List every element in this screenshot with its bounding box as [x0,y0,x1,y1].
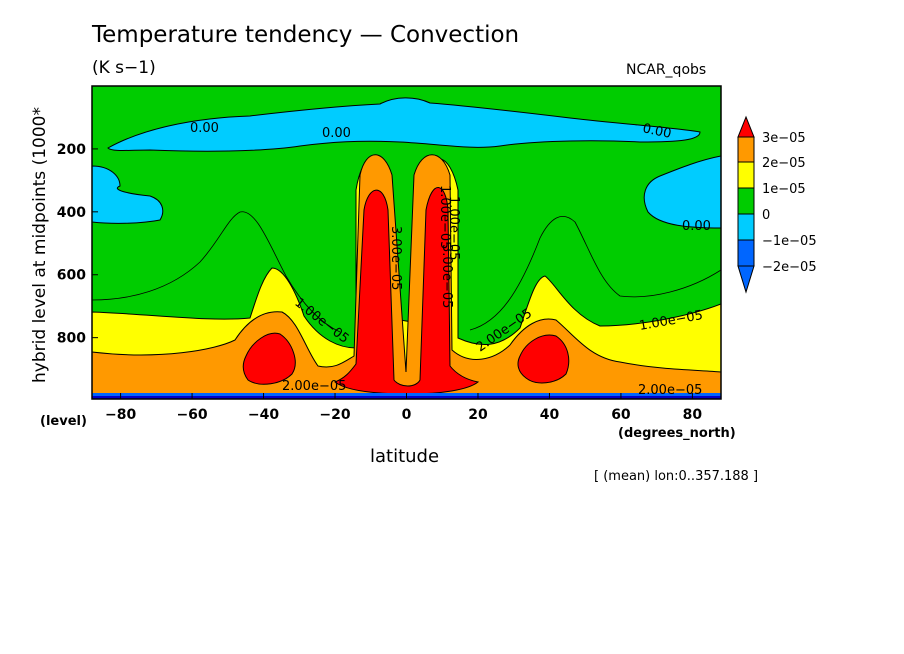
y-tick-label: 600 [57,268,86,284]
colorbar-label: 0 [762,208,770,223]
fill-max-cell-north [517,334,570,384]
x-tick-label: 80 [683,407,703,423]
colorbar: 3e−05 2e−05 1e−05 0 −1e−05 −2e−05 [737,115,817,294]
contour-label: 0.00 [322,126,351,141]
x-tick-label: 20 [468,407,488,423]
colorbar-top-arrow [737,115,755,138]
x-axis-label: latitude [370,446,440,467]
colorbar-swatch [737,136,755,163]
contour-fills [92,86,721,399]
x-tick-label: −40 [248,407,279,423]
contour-label: 0.00 [682,219,711,234]
contour-line-right [469,216,721,331]
fill-2e-05-to-3e-05 [92,154,721,399]
x-tick-label: −60 [176,407,207,423]
x-axis-units: (degrees_north) [618,426,736,441]
colorbar-label: 2e−05 [762,156,806,171]
fill-negative-upper-band [107,97,701,152]
x-axis-ticks: −80 −60 −40 −20 0 20 40 60 80 [105,393,702,423]
x-tick-label: −80 [105,407,136,423]
colorbar-label: −1e−05 [762,234,817,249]
contour-label: 2.00e−05 [282,379,346,394]
y-tick-label: 400 [57,205,86,221]
contour-label: 2.00e−05 [638,383,702,398]
y-axis-units: (level) [40,414,87,429]
contour-label: 1.00e−05 [446,196,461,260]
fill-negative-right-pole [643,155,721,229]
y-tick-label: 200 [57,142,86,158]
colorbar-label: −2e−05 [762,260,817,275]
fill-negative-left-pole [92,165,164,224]
chart-title: Temperature tendency — Convection [92,22,520,48]
contour-label: 0.00 [641,121,672,142]
y-tick-label: 800 [57,331,86,347]
dataset-label: NCAR_qobs [626,62,707,78]
colorbar-label: 1e−05 [762,182,806,197]
colorbar-bottom-arrow [737,265,755,294]
colorbar-swatch [737,161,755,189]
contour-label: 1.00e−05 [437,185,452,249]
contour-label: 3.00e−05 [439,244,454,308]
colorbar-label: 3e−05 [762,131,806,146]
fill-max-cell-south [242,332,296,385]
x-tick-label: 40 [540,407,560,423]
footnote: [ (mean) lon:0..357.188 ] [594,469,759,484]
contour-line-left [92,211,341,333]
colorbar-swatch [737,213,755,241]
units-label: (K s−1) [92,58,156,78]
x-tick-label: −20 [319,407,350,423]
contour-label: 3.00e−05 [388,226,403,290]
contour-label: 0.00 [190,121,219,136]
colorbar-swatch [737,239,755,267]
x-tick-label: 0 [402,407,412,423]
y-axis-ticks: 200 400 600 800 [57,142,98,347]
colorbar-swatch [737,187,755,215]
x-tick-label: 60 [611,407,631,423]
